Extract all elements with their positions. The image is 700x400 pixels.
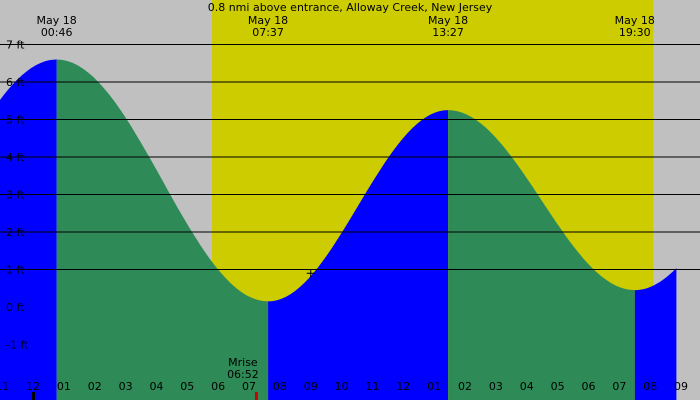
x-tick-label: 07 xyxy=(242,380,256,393)
y-tick-label: -1 ft xyxy=(6,339,29,352)
x-tick-label: 06 xyxy=(211,380,225,393)
rising-tide-area xyxy=(268,110,449,400)
x-tick-label: 04 xyxy=(149,380,163,393)
extreme-time-label: 13:27 xyxy=(432,26,464,39)
x-tick-label: 11 xyxy=(0,380,9,393)
x-tick-label: 09 xyxy=(674,380,688,393)
y-tick-label: 5 ft xyxy=(6,114,25,127)
extreme-time-label: 00:46 xyxy=(41,26,73,39)
extreme-date-label: May 18 xyxy=(37,14,77,27)
x-tick-label: 04 xyxy=(520,380,534,393)
x-tick-label: 07 xyxy=(612,380,626,393)
x-tick-label: 10 xyxy=(335,380,349,393)
x-tick-label: 03 xyxy=(489,380,503,393)
y-tick-label: 3 ft xyxy=(6,189,25,202)
y-tick-label: 0 ft xyxy=(6,301,25,314)
moonrise-time: 06:52 xyxy=(227,368,259,381)
height-gridlines xyxy=(0,44,700,270)
x-tick-label: 12 xyxy=(26,380,40,393)
current-time-marker xyxy=(306,269,315,278)
moonrise-label: Mrise xyxy=(228,356,258,369)
falling-tide-area xyxy=(448,110,635,400)
y-tick-label: 2 ft xyxy=(6,226,25,239)
y-tick-label: 7 ft xyxy=(6,39,25,52)
x-tick-label: 08 xyxy=(273,380,287,393)
x-tick-label: 11 xyxy=(365,380,379,393)
x-axis-labels: 11 12 01 02 03 04 05 06 07 08 09 10 11 12 01 02 03 04 05 06… xyxy=(0,380,688,393)
y-tick-label: 1 ft xyxy=(6,264,25,277)
moonrise-annotation: Mrise 06:52 xyxy=(227,356,259,400)
y-tick-label: 6 ft xyxy=(6,76,25,89)
falling-tide-area xyxy=(56,59,269,400)
y-axis-labels: -1 ft 0 ft 1 ft 2 ft 3 ft 4 ft 5 ft 6 ft 7 ft xyxy=(6,39,29,352)
extreme-date-label: May 18 xyxy=(248,14,288,27)
tide-areas xyxy=(0,59,677,400)
x-tick-label: 06 xyxy=(581,380,595,393)
y-tick-label: 4 ft xyxy=(6,151,25,164)
midnight-tick xyxy=(32,392,35,400)
extreme-date-label: May 18 xyxy=(428,14,468,27)
rising-tide-area xyxy=(0,59,57,400)
extreme-time-label: 07:37 xyxy=(252,26,284,39)
x-tick-label: 01 xyxy=(427,380,441,393)
extreme-time-label: 19:30 xyxy=(619,26,651,39)
x-tick-label: 02 xyxy=(88,380,102,393)
x-tick-label: 02 xyxy=(458,380,472,393)
x-tick-label: 09 xyxy=(304,380,318,393)
x-tick-label: 08 xyxy=(643,380,657,393)
x-tick-label: 01 xyxy=(57,380,71,393)
moonrise-tick xyxy=(254,392,258,400)
chart-title: 0.8 nmi above entrance, Alloway Creek, N… xyxy=(208,1,493,14)
extreme-date-label: May 18 xyxy=(615,14,655,27)
x-tick-label: 12 xyxy=(396,380,410,393)
rising-tide-area xyxy=(634,268,677,400)
x-tick-label: 03 xyxy=(119,380,133,393)
x-tick-label: 05 xyxy=(551,380,565,393)
x-tick-label: 05 xyxy=(180,380,194,393)
